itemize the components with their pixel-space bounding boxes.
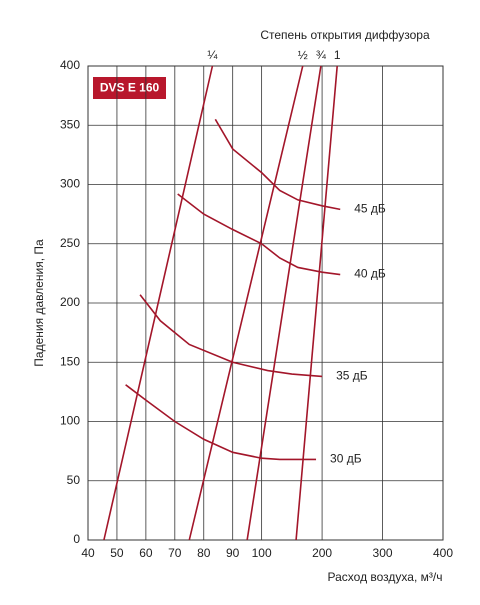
series-label: 30 дБ xyxy=(330,452,362,466)
series-line xyxy=(295,65,338,541)
series-line xyxy=(188,65,304,541)
series-label: 45 дБ xyxy=(354,202,386,216)
y-tick-label: 200 xyxy=(60,295,80,309)
series-label: 35 дБ xyxy=(336,369,368,383)
series-line xyxy=(246,65,322,541)
x-tick-label: 400 xyxy=(433,546,453,560)
x-tick-label: 40 xyxy=(81,546,95,560)
series-label: ¼ xyxy=(207,48,218,62)
series-line xyxy=(125,384,317,461)
series-label: 40 дБ xyxy=(354,267,386,281)
series-label: ½ xyxy=(298,48,308,62)
y-tick-label: 0 xyxy=(73,532,80,546)
badge-box xyxy=(93,77,166,99)
x-tick-label: 100 xyxy=(252,546,272,560)
y-axis-label: Падения давления, Па xyxy=(32,239,46,367)
x-axis-label: Расход воздуха, м³/ч xyxy=(328,570,443,584)
x-tick-label: 90 xyxy=(226,546,240,560)
badge: DVS E 160 xyxy=(100,81,160,95)
series-label: ¾ xyxy=(316,48,327,62)
series-line xyxy=(177,193,341,276)
x-tick-label: 70 xyxy=(168,546,182,560)
x-tick-label: 80 xyxy=(197,546,211,560)
chart-title: Степень открытия диффузора xyxy=(260,28,430,42)
y-tick-label: 250 xyxy=(60,236,80,250)
series-line xyxy=(139,294,323,378)
y-tick-label: 100 xyxy=(60,414,80,428)
x-tick-label: 50 xyxy=(110,546,124,560)
y-tick-label: 300 xyxy=(60,177,80,191)
series-line xyxy=(103,65,214,541)
y-tick-label: 150 xyxy=(60,354,80,368)
y-tick-label: 350 xyxy=(60,117,80,131)
plot-frame xyxy=(87,65,444,541)
x-tick-label: 60 xyxy=(139,546,153,560)
y-tick-label: 50 xyxy=(67,473,81,487)
series-line xyxy=(214,118,341,211)
y-tick-label: 400 xyxy=(60,58,80,72)
x-tick-label: 200 xyxy=(312,546,332,560)
series-label: 1 xyxy=(334,48,341,62)
x-tick-label: 300 xyxy=(373,546,393,560)
